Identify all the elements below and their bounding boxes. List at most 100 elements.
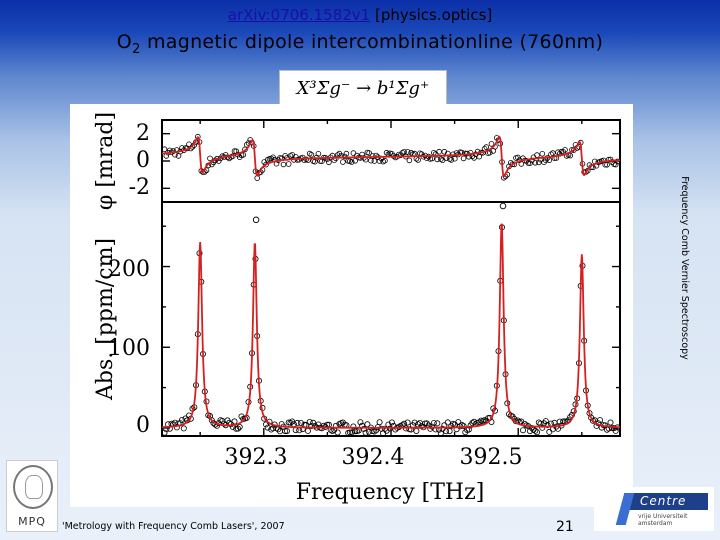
phase-data-point: [348, 159, 355, 165]
spectrum-svg: 2 0 -2 200 100 0 392.3 392.4 392.5 Frequ…: [93, 112, 621, 505]
title-subscript: 2: [132, 41, 141, 57]
arxiv-link[interactable]: arXiv:0706.1582v1: [227, 6, 371, 24]
phase-data-point: [408, 149, 414, 156]
absorption-data-point: [283, 427, 290, 434]
absorption-data-point: [443, 428, 450, 435]
phase-data-point: [170, 148, 177, 154]
spectrum-figure: 2 0 -2 200 100 0 392.3 392.4 392.5 Frequ…: [70, 104, 633, 507]
phase-data-point: [527, 160, 533, 166]
mpq-logo-text: MPQ: [18, 515, 46, 528]
absorption-data-point: [607, 419, 614, 426]
mpq-logo: MPQ: [6, 460, 58, 532]
abs-ytick-label: 100: [108, 336, 150, 361]
phase-data-point: [532, 159, 539, 166]
phase-data-point: [263, 161, 269, 168]
absorption-data-point: [422, 420, 429, 427]
phase-data-point: [280, 161, 287, 168]
phase-data-point: [285, 161, 292, 167]
logo-bar: [624, 493, 708, 510]
phase-data-point: [340, 159, 346, 165]
absorption-data-point: [404, 419, 411, 426]
arxiv-header: arXiv:0706.1582v1 [physics.optics]: [0, 0, 720, 30]
phase-ytick-label: -2: [129, 175, 150, 200]
absorption-data-point: [597, 417, 604, 424]
absorption-data-point: [180, 425, 187, 432]
xtick-label: 392.5: [460, 445, 523, 470]
phase-data-point: [315, 150, 322, 157]
absorption-data-point: [308, 422, 315, 429]
phase-data-point: [612, 161, 619, 168]
absorption-data-point: [233, 425, 240, 432]
absorption-data-point: [310, 419, 317, 426]
phase-data-point: [373, 152, 379, 159]
phase-fit-line: [161, 135, 621, 178]
phase-data-point: [467, 149, 474, 156]
phase-data-point: [308, 151, 315, 158]
absorption-data-point: [234, 425, 241, 432]
absorption-data-point: [542, 418, 549, 425]
phase-data-point: [604, 161, 610, 168]
logo-sub-text: vrije Universiteit amsterdam: [638, 513, 688, 527]
absorption-data-point: [236, 423, 243, 430]
logo-centre-text: Centre: [640, 494, 687, 508]
absorption-data-point: [448, 422, 455, 429]
absorption-fit-line: [161, 223, 621, 429]
absorption-data-point: [519, 427, 526, 434]
side-label: Frequency Comb Vernier Spectroscopy: [679, 176, 690, 360]
footer-text: 'Metrology with Frequency Comb Lasers', …: [62, 521, 285, 532]
phase-data-point: [451, 155, 458, 162]
absorption-data-point: [297, 419, 304, 426]
phase-ytick-label: 0: [136, 148, 150, 173]
absorption-data-point: [532, 427, 539, 434]
absorption-data-point: [546, 428, 553, 435]
phase-data-point: [448, 157, 455, 163]
arxiv-category: [physics.optics]: [375, 6, 493, 24]
phase-data-point: [207, 155, 213, 162]
phase-data-point: [514, 154, 521, 161]
phase-data-point: [369, 153, 376, 159]
phase-data-point: [562, 147, 568, 153]
phase-data-point: [614, 158, 621, 165]
absorption-data-point: [430, 420, 437, 427]
phase-data-point: [352, 157, 359, 164]
phase-data-point: [534, 152, 540, 158]
absorption-data-point: [544, 421, 551, 428]
phase-data-point: [555, 149, 561, 155]
absorption-data-point: [161, 429, 168, 436]
absorption-data-point: [306, 418, 313, 425]
absorption-data-point: [423, 420, 430, 427]
absorption-data-point: [371, 428, 378, 435]
absorption-data-point: [360, 425, 367, 432]
abs-ytick-label: 200: [108, 257, 150, 282]
phase-data-point: [549, 150, 556, 156]
absorption-data-point: [388, 419, 395, 426]
absorption-data-point: [282, 428, 289, 435]
phase-data-point: [195, 133, 201, 140]
phase-data-point: [382, 157, 388, 164]
mpq-seal-icon: [13, 465, 53, 509]
phase-ytick-label: 2: [136, 121, 150, 146]
absorption-data-point: [460, 422, 467, 429]
phase-data-point: [350, 150, 357, 156]
phase-data-point: [483, 144, 490, 150]
absorption-data-point: [444, 419, 451, 426]
absorption-data-point: [285, 419, 292, 426]
phase-data-point: [343, 150, 350, 157]
phase-data-point: [401, 148, 407, 155]
x-axis-label: Frequency [THz]: [296, 480, 485, 505]
phase-data-point: [404, 149, 411, 155]
absorption-data-point: [547, 420, 554, 427]
abs-ytick-label: 0: [136, 413, 150, 438]
absorption-data-point: [604, 426, 611, 433]
absorption-data-point: [296, 427, 303, 434]
phase-data-point: [366, 150, 372, 156]
absorption-data-point: [304, 427, 311, 434]
phase-data-point: [371, 158, 378, 164]
absorption-data-point: [612, 427, 619, 434]
phase-data-point: [460, 155, 467, 162]
absorption-data-point: [362, 429, 369, 436]
absorption-data-point: [311, 422, 318, 429]
phase-data-point: [488, 141, 495, 147]
phase-data-point: [306, 150, 313, 157]
absorption-data-point: [357, 419, 364, 426]
